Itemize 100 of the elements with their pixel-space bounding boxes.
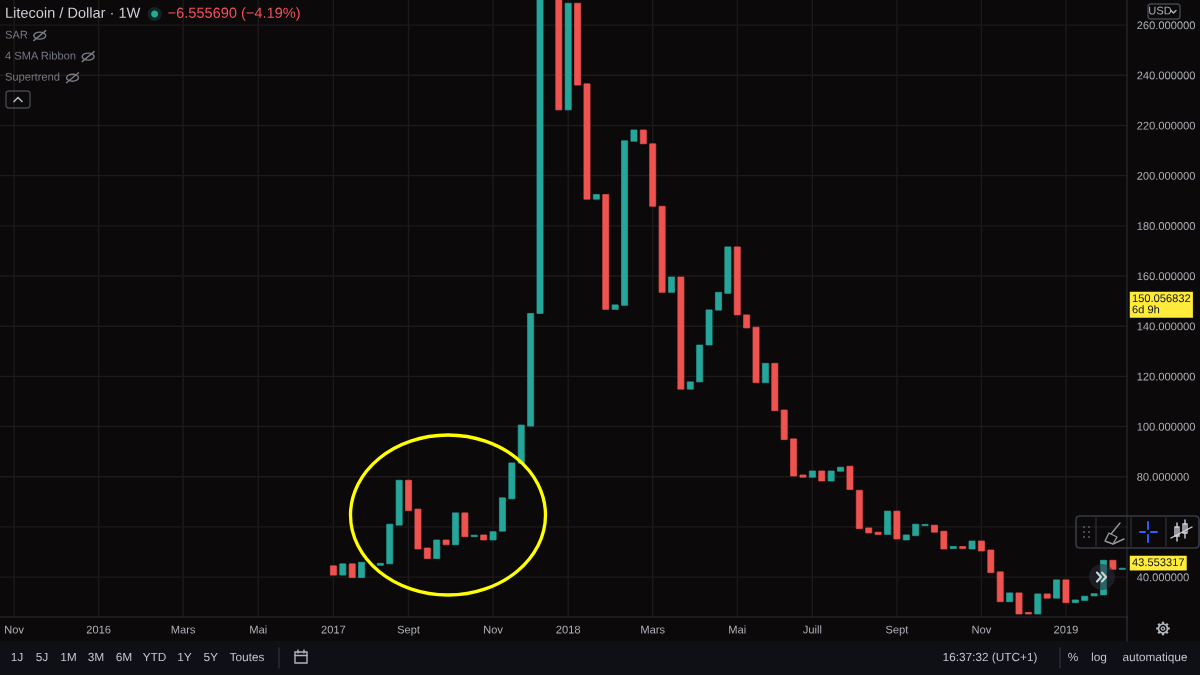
candlestick	[461, 512, 469, 538]
candlestick	[733, 246, 741, 316]
chart-subtitle: −6.555690 (−4.19%)	[168, 7, 300, 21]
y-tick-label: 200.000000	[1137, 171, 1195, 180]
candlestick	[686, 381, 694, 390]
text: automatique	[1123, 652, 1187, 664]
candlestick	[376, 562, 384, 566]
candlestick	[762, 362, 769, 383]
y-tick-label: 260.000000	[1137, 21, 1195, 30]
x-tick-label: 2019	[1054, 625, 1078, 634]
candlestick	[386, 523, 394, 565]
chart-title: Litecoin / Dollar · 1W	[6, 7, 141, 18]
candlestick	[1090, 593, 1098, 597]
text: 6M	[116, 652, 132, 662]
candlestick	[489, 531, 497, 541]
candlestick	[536, 0, 544, 314]
text: Toutes	[229, 652, 264, 662]
candlestick	[452, 512, 459, 546]
candlestick	[658, 205, 666, 293]
candlestick	[921, 524, 929, 527]
candlestick	[348, 563, 356, 578]
candlestick	[677, 276, 685, 390]
text: 43.553317	[1132, 558, 1184, 567]
candlestick	[996, 571, 1004, 603]
x-tick-label: Mars	[641, 625, 665, 634]
candlestick	[799, 474, 807, 478]
candlestick	[780, 409, 788, 440]
candlestick	[931, 524, 938, 533]
y-tick-label: 120.000000	[1137, 372, 1195, 381]
candlestick	[855, 489, 863, 530]
x-tick-label: 2017	[321, 625, 346, 634]
candlestick	[1081, 595, 1089, 601]
candlestick	[414, 508, 422, 550]
candlestick	[902, 534, 910, 541]
candlestick	[1043, 593, 1051, 599]
text: 5Y	[204, 652, 218, 662]
candlestick	[668, 276, 675, 293]
candlestick	[846, 465, 854, 490]
annotation: 4 SMA Ribbon	[5, 51, 76, 60]
candlestick	[1053, 579, 1060, 599]
candlestick	[583, 83, 591, 200]
y-tick-label: 100.000000	[1137, 422, 1195, 431]
candlestick	[1015, 592, 1023, 615]
x-tick-label: Mars	[171, 625, 196, 634]
candlestick	[330, 565, 337, 576]
text: log	[1091, 652, 1107, 664]
x-tick-label: Mai	[729, 625, 746, 634]
candlestick	[470, 534, 478, 538]
annotation: Supertrend	[5, 72, 60, 83]
candlestick	[564, 2, 572, 111]
candlestick	[639, 129, 647, 145]
candlestick	[649, 143, 657, 207]
candlestick	[978, 540, 985, 552]
candlestick	[743, 314, 751, 329]
candlestick	[874, 531, 882, 535]
candlestick	[724, 246, 732, 294]
text: YTD	[142, 652, 166, 662]
candlestick	[508, 462, 516, 500]
y-tick-label: 140.000000	[1137, 322, 1195, 331]
x-tick-label: Juill	[802, 625, 822, 634]
x-tick-label: 2016	[86, 625, 111, 634]
text: 5J	[36, 652, 48, 662]
candlestick	[865, 527, 873, 534]
text: USD	[1149, 6, 1172, 15]
x-tick-label: Nov	[484, 625, 503, 634]
candlestick	[527, 313, 535, 427]
candlestick	[339, 563, 347, 576]
text: 3M	[88, 652, 104, 662]
candlestick	[621, 140, 628, 306]
y-tick-label: 180.000000	[1137, 222, 1195, 230]
candlestick	[517, 424, 525, 464]
candlestick	[555, 0, 563, 111]
candlestick	[818, 470, 826, 482]
text: 1Y	[178, 652, 192, 662]
annotation: SAR	[5, 30, 28, 39]
candlestick	[602, 194, 610, 310]
y-tick-label: 220.000000	[1137, 121, 1195, 130]
x-tick-label: Nov	[5, 625, 24, 634]
candlestick	[705, 309, 713, 346]
y-tick-label: 40.000000	[1136, 573, 1189, 582]
candlestick	[358, 561, 365, 578]
candlestick	[790, 438, 797, 477]
candlestick	[696, 344, 704, 383]
candlestick	[630, 129, 638, 142]
candlestick	[1006, 592, 1014, 603]
candlestick	[837, 466, 844, 472]
candlestick	[940, 530, 948, 550]
candlestick	[433, 539, 441, 559]
candlestick	[959, 546, 967, 549]
candlestick	[912, 523, 920, 537]
y-tick-label: 80.000000	[1137, 473, 1189, 481]
candlestick	[574, 2, 581, 86]
text: %	[1068, 652, 1078, 662]
candlestick	[808, 470, 816, 478]
text: 1J	[11, 652, 23, 662]
candlestick	[1071, 599, 1079, 604]
candlestick	[405, 479, 412, 511]
candlestick	[893, 510, 901, 540]
candlestick	[1109, 559, 1117, 570]
candlestick	[611, 304, 619, 310]
